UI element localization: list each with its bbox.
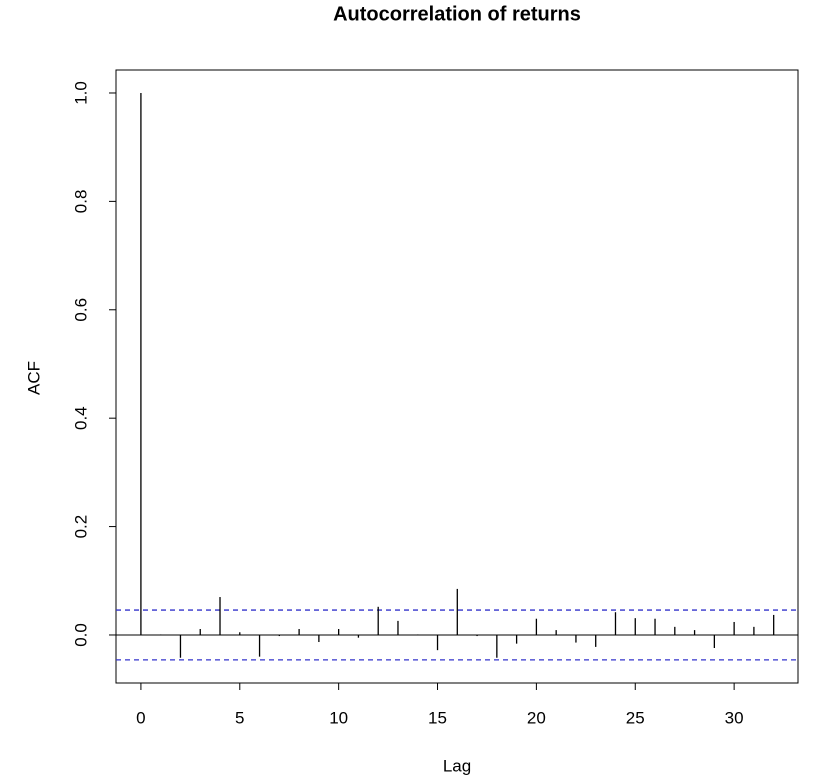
y-axis-label: ACF bbox=[24, 361, 43, 395]
y-tick-label: 0.8 bbox=[71, 190, 90, 214]
x-tick-label: 15 bbox=[428, 708, 447, 727]
y-tick-label: 0.6 bbox=[71, 298, 90, 322]
x-tick-label: 10 bbox=[329, 708, 348, 727]
y-tick-label: 0.2 bbox=[71, 515, 90, 539]
x-tick-label: 25 bbox=[626, 708, 645, 727]
x-tick-label: 0 bbox=[136, 708, 145, 727]
plot-frame bbox=[115, 69, 799, 684]
y-tick-label: 0.0 bbox=[71, 623, 90, 647]
x-axis-label: Lag bbox=[443, 756, 471, 775]
chart-title: Autocorrelation of returns bbox=[333, 3, 581, 25]
x-tick-label: 5 bbox=[235, 708, 244, 727]
y-tick-label: 0.4 bbox=[71, 406, 90, 430]
x-tick-label: 30 bbox=[725, 708, 744, 727]
x-tick-label: 20 bbox=[527, 708, 546, 727]
y-tick-label: 1.0 bbox=[71, 81, 90, 105]
